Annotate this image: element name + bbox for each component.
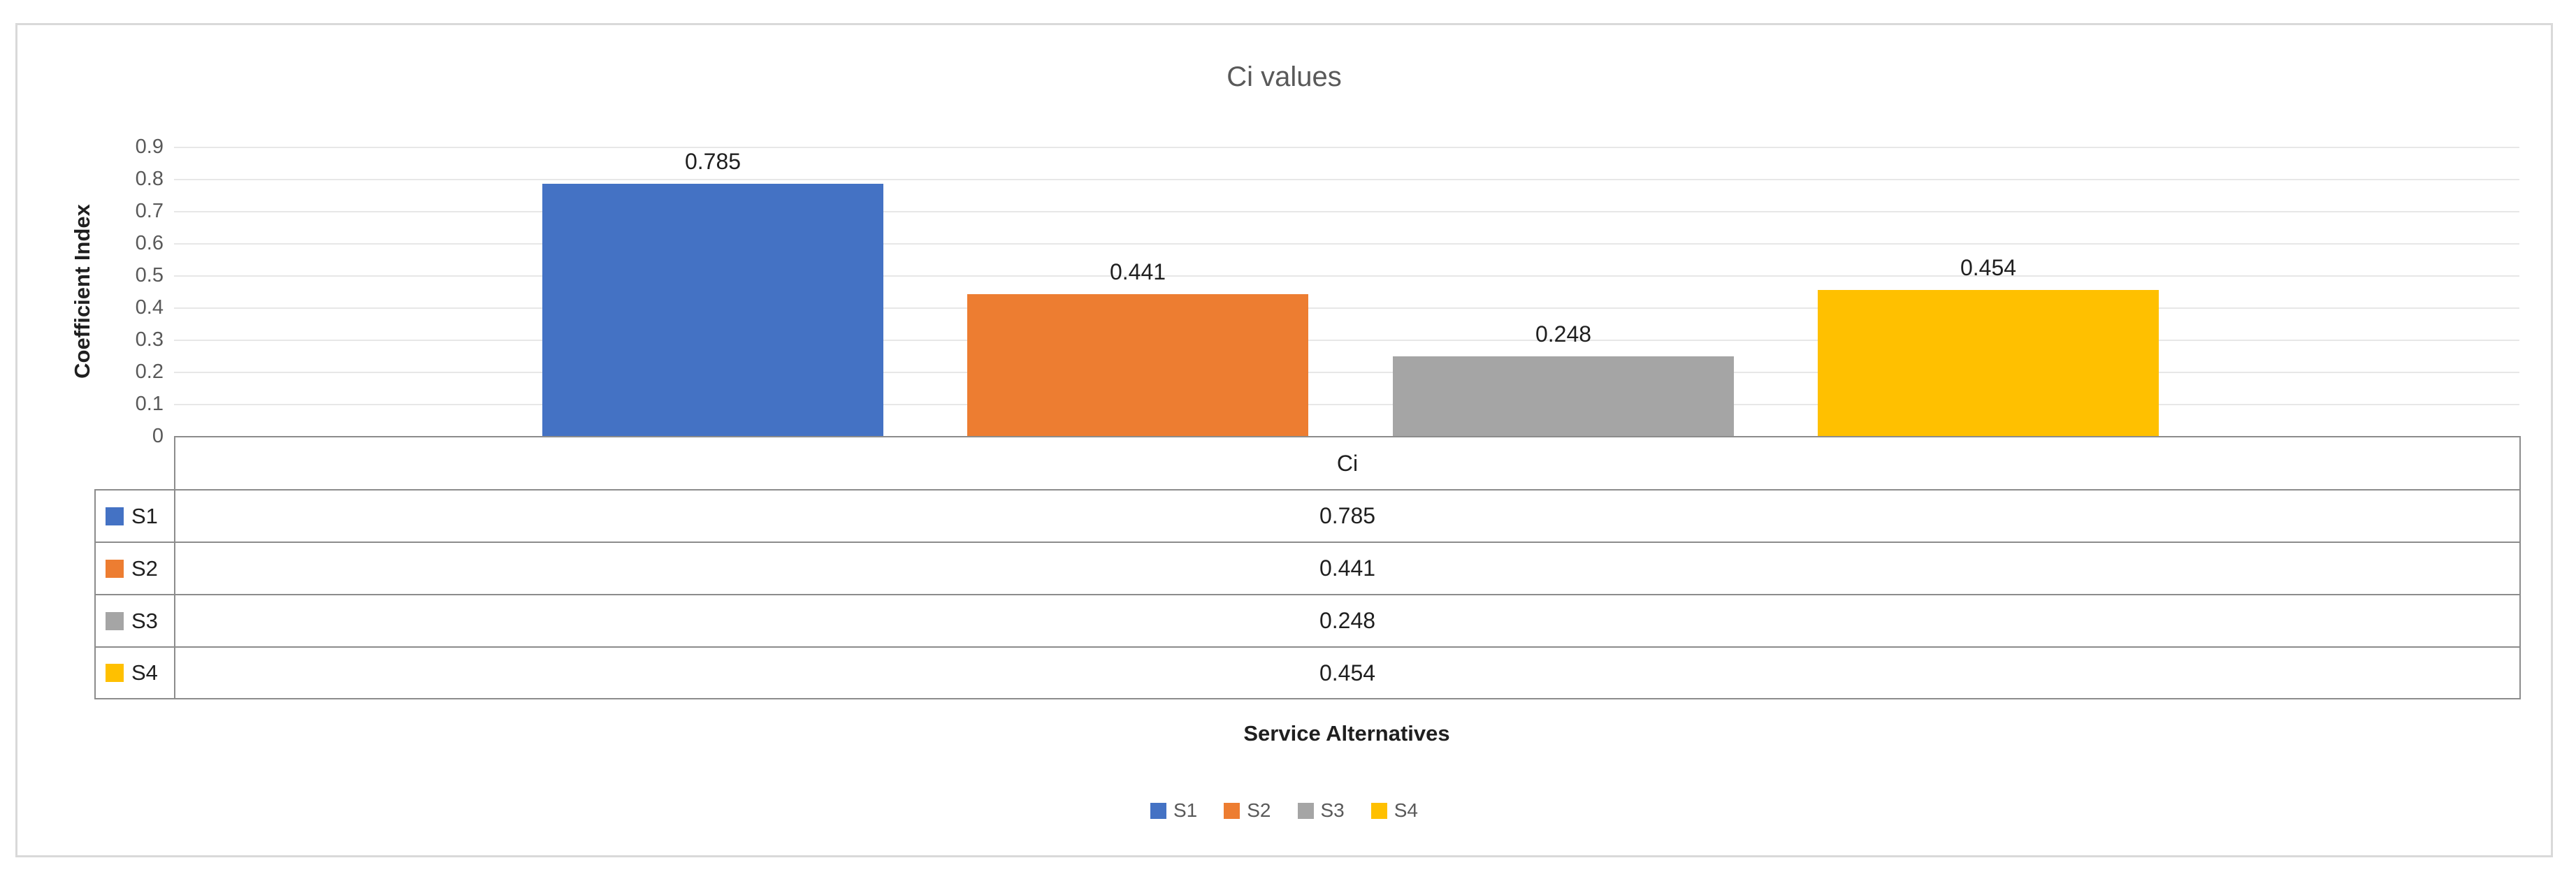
y-tick-label: 0.4 <box>135 296 164 319</box>
legend-label: S1 <box>1173 799 1198 821</box>
y-tick-label: 0.7 <box>135 200 164 222</box>
y-tick-label: 0.8 <box>135 168 164 190</box>
legend-swatch-s1 <box>1150 802 1166 819</box>
legend-key-swatch-s1 <box>106 507 124 525</box>
plot-area: 0.9 0.8 0.7 0.6 0.5 0.4 0.3 0.2 0.1 0 0.… <box>136 136 2519 447</box>
bar-s4 <box>1818 290 2159 436</box>
bar-s3 <box>1393 356 1734 436</box>
legend-swatch-s3 <box>1297 802 1314 819</box>
legend-item-s3: S3 <box>1297 799 1345 822</box>
bar-s2 <box>967 294 1308 436</box>
y-tick-label: 0.9 <box>135 136 164 158</box>
row-value: 0.454 <box>174 646 2521 699</box>
bar-value-label: 0.248 <box>1535 321 1592 347</box>
table-row: S3 0.248 <box>94 594 2521 648</box>
y-tick-label: 0.6 <box>135 232 164 254</box>
row-label: S2 <box>131 555 158 581</box>
chart-figure: Ci values Coefficient Index 0.9 0.8 0.7 … <box>15 23 2553 857</box>
y-tick-label: 0.3 <box>135 328 164 351</box>
chart-legend: S1 S2 S3 S4 <box>17 799 2551 822</box>
gridline <box>174 372 2519 373</box>
legend-label: S4 <box>1394 799 1418 821</box>
y-tick-label: 0.2 <box>135 361 164 383</box>
data-table: Ci S1 0.785 S2 0.441 <box>94 436 2521 699</box>
table-row: S1 0.785 <box>94 489 2521 543</box>
y-tick-label: 0 <box>152 425 164 447</box>
y-tick-label: 0.5 <box>135 264 164 286</box>
table-header-row: Ci <box>95 436 2521 491</box>
table-header-ci: Ci <box>174 436 2521 491</box>
gridline <box>174 147 2519 148</box>
row-value: 0.248 <box>174 594 2521 648</box>
gridline <box>174 243 2519 245</box>
legend-label: S2 <box>1247 799 1271 821</box>
table-row: S4 0.454 <box>94 646 2521 699</box>
row-value: 0.441 <box>174 542 2521 595</box>
chart-title: Ci values <box>1227 61 1342 92</box>
table-row: S2 0.441 <box>94 542 2521 595</box>
legend-swatch-s2 <box>1224 802 1240 819</box>
gridline <box>174 307 2519 309</box>
legend-key-swatch-s3 <box>106 611 124 630</box>
gridline <box>174 275 2519 277</box>
row-value: 0.785 <box>174 489 2521 543</box>
gridline <box>174 404 2519 405</box>
legend-item-s4: S4 <box>1370 799 1418 822</box>
gridline <box>174 340 2519 341</box>
legend-key-swatch-s2 <box>106 559 124 578</box>
row-label: S3 <box>131 608 158 633</box>
y-tick-label: 0.1 <box>135 393 164 415</box>
table-corner-cell <box>95 437 175 490</box>
gridline <box>174 179 2519 180</box>
row-label: S4 <box>131 660 158 685</box>
legend-item-s2: S2 <box>1224 799 1271 822</box>
bar-value-label: 0.785 <box>684 149 741 174</box>
legend-swatch-s4 <box>1370 802 1387 819</box>
legend-label: S3 <box>1320 799 1345 821</box>
gridline <box>174 211 2519 212</box>
y-axis-title: Coefficient Index <box>70 204 94 379</box>
bar-value-label: 0.441 <box>1109 259 1166 284</box>
x-axis-title: Service Alternatives <box>1243 721 1450 746</box>
row-label: S1 <box>131 503 158 528</box>
legend-key-swatch-s4 <box>106 664 124 682</box>
legend-item-s1: S1 <box>1150 799 1197 822</box>
bar-value-label: 0.454 <box>1960 255 2017 280</box>
bar-s1 <box>542 184 883 436</box>
